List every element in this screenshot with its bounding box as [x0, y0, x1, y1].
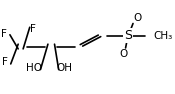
- Text: F: F: [1, 29, 7, 39]
- Text: F: F: [30, 24, 36, 34]
- Text: CH₃: CH₃: [154, 31, 173, 41]
- Text: F: F: [2, 57, 8, 67]
- Text: HO: HO: [26, 63, 42, 73]
- Text: OH: OH: [57, 63, 72, 73]
- Text: O: O: [134, 13, 142, 23]
- Text: S: S: [124, 29, 132, 42]
- Text: O: O: [119, 49, 127, 59]
